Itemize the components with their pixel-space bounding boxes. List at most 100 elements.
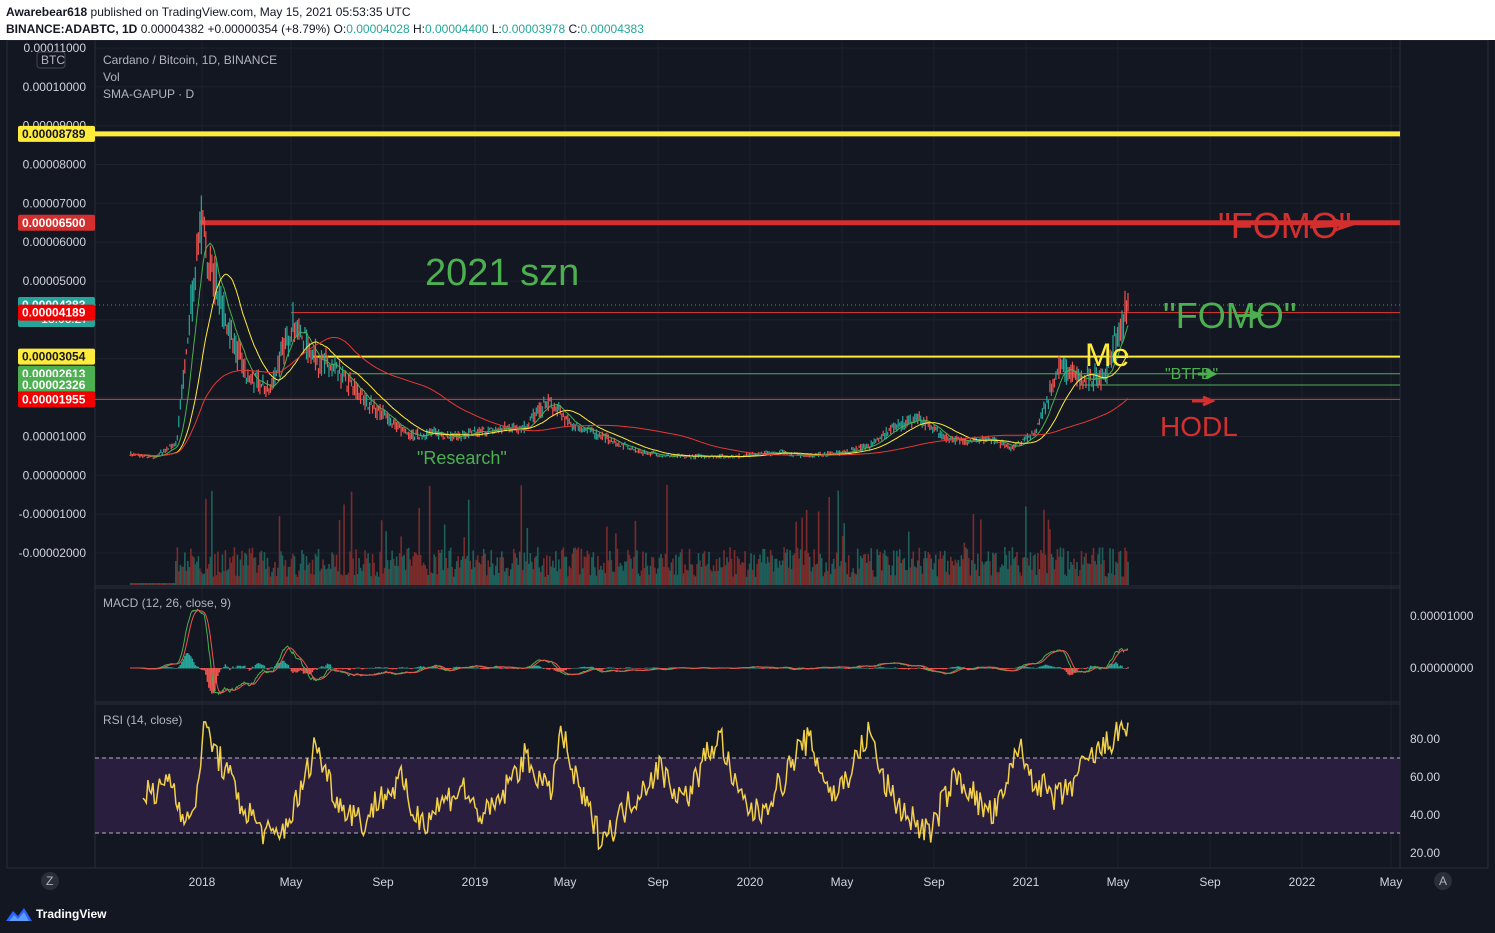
- annotation-btfd[interactable]: "BTFD": [1165, 366, 1218, 383]
- macd-histogram-bar: [338, 668, 341, 669]
- volume-bar: [663, 566, 665, 585]
- macd-histogram-bar: [496, 667, 498, 669]
- macd-histogram-bar: [1002, 668, 1005, 669]
- time-axis[interactable]: 2018 May Sep 2019 May Sep 2020 May Sep 2021 May Sep…: [189, 875, 1403, 889]
- volume-bar: [886, 556, 889, 585]
- macd-histogram-bar: [990, 668, 993, 669]
- annotation-hodl[interactable]: HODL: [1160, 411, 1238, 442]
- macd-histogram-bar: [238, 665, 240, 669]
- chart-title[interactable]: Cardano / Bitcoin, 1D, BINANCE: [103, 53, 277, 67]
- macd-histogram-bar: [1025, 666, 1027, 669]
- volume-bar: [491, 563, 494, 585]
- volume-bar: [316, 556, 318, 585]
- annotation-2021-szn[interactable]: 2021 szn: [425, 252, 579, 294]
- price-tick-label: 0.00007000: [23, 196, 87, 210]
- chart-canvas[interactable]: 0.000110000.000100000.000090000.00008000…: [0, 40, 1495, 910]
- volume-bar: [687, 570, 689, 585]
- macd-legend[interactable]: MACD (12, 26, close, 9): [103, 596, 231, 610]
- volume-bar: [1106, 576, 1108, 585]
- volume-bar: [810, 571, 812, 585]
- volume-bar: [1005, 554, 1008, 585]
- macd-histogram-bar: [400, 667, 402, 669]
- macd-histogram-bar: [329, 664, 332, 669]
- volume-bar: [274, 561, 276, 585]
- macd-histogram-bar: [904, 668, 907, 670]
- macd-histogram-bar: [754, 667, 757, 669]
- macd-histogram-bar: [930, 668, 933, 670]
- macd-histogram-bar: [667, 667, 670, 669]
- volume-bar: [603, 562, 605, 585]
- rsi-axis[interactable]: 80.00 60.00 40.00 20.00: [1410, 732, 1440, 860]
- horizontal-levels[interactable]: [95, 131, 1400, 400]
- macd-histogram-bar: [155, 667, 158, 669]
- volume-bar: [211, 490, 213, 585]
- volume-bar: [666, 484, 668, 585]
- volume-bar: [400, 536, 402, 585]
- annotation-me[interactable]: Me: [1085, 337, 1129, 373]
- annotation-research[interactable]: "Research": [417, 448, 507, 468]
- volume-bar: [736, 556, 739, 585]
- rsi-series: [142, 719, 1129, 851]
- volume-bar: [239, 559, 242, 585]
- macd-histogram-bar: [374, 667, 377, 669]
- author-name[interactable]: Awarebear618: [6, 5, 88, 19]
- volume-bar: [918, 547, 921, 585]
- annotation-fomo-green[interactable]: "FOMO": [1163, 295, 1297, 336]
- volume-bar: [361, 570, 363, 585]
- volume-bar: [262, 560, 264, 585]
- volume-bar: [292, 553, 294, 585]
- macd-histogram-bar: [576, 667, 578, 669]
- tradingview-logo[interactable]: TradingView: [6, 907, 106, 921]
- macd-histogram-bar: [631, 668, 634, 669]
- zoom-button[interactable]: [41, 872, 59, 890]
- volume-bar: [735, 573, 737, 585]
- macd-histogram-bar: [307, 668, 309, 674]
- macd-histogram-bar: [832, 667, 835, 669]
- macd-histogram-bar: [564, 668, 566, 671]
- volume-bar: [464, 558, 467, 585]
- sma-legend[interactable]: SMA-GAPUP · D: [103, 87, 194, 101]
- macd-histogram-bar: [1119, 665, 1122, 669]
- volume-bar: [190, 548, 192, 585]
- macd-histogram-bar: [745, 667, 748, 669]
- volume-bar: [1011, 547, 1014, 585]
- macd-histogram-bar: [795, 668, 797, 669]
- volume-bar: [714, 571, 716, 585]
- macd-histogram-bar: [365, 668, 368, 669]
- volume-bar: [974, 563, 976, 585]
- macd-histogram-bar: [452, 667, 455, 669]
- macd-histogram-bar: [317, 667, 320, 669]
- macd-axis[interactable]: 0.00001000 0.00000000: [1410, 609, 1474, 675]
- volume-bar: [281, 555, 284, 585]
- zoom-button-label: Z: [46, 874, 53, 888]
- volume-bar: [729, 547, 731, 585]
- volume-bar: [927, 552, 930, 585]
- volume-bar: [694, 576, 697, 585]
- volume-bar: [941, 558, 943, 585]
- volume-bar: [236, 554, 239, 585]
- rsi-legend[interactable]: RSI (14, close): [103, 713, 182, 727]
- volume-bar: [858, 568, 861, 585]
- volume-bar: [601, 569, 604, 585]
- macd-tick-label: 0.00000000: [1410, 661, 1474, 675]
- auto-scale-button[interactable]: [1434, 872, 1452, 890]
- macd-histogram-bar: [263, 665, 266, 669]
- macd-histogram-bar: [169, 667, 171, 669]
- volume-bar: [675, 554, 677, 585]
- price-label-tag: [18, 376, 95, 393]
- macd-histogram-bar: [286, 664, 288, 669]
- macd-histogram-bar: [986, 668, 988, 669]
- volume-bar: [968, 557, 970, 585]
- volume-bar: [1112, 548, 1114, 585]
- vol-legend[interactable]: Vol: [103, 70, 120, 84]
- volume-bar: [184, 552, 186, 585]
- volume-bar: [137, 583, 140, 585]
- volume-bar: [708, 551, 710, 585]
- volume-bar: [388, 568, 390, 585]
- macd-histogram-bar: [445, 668, 447, 671]
- macd-histogram-bar: [200, 668, 203, 670]
- close-label: C:: [568, 22, 581, 36]
- volume-bar: [585, 557, 587, 585]
- macd-histogram-bar: [862, 667, 865, 669]
- volume-bar: [850, 572, 853, 585]
